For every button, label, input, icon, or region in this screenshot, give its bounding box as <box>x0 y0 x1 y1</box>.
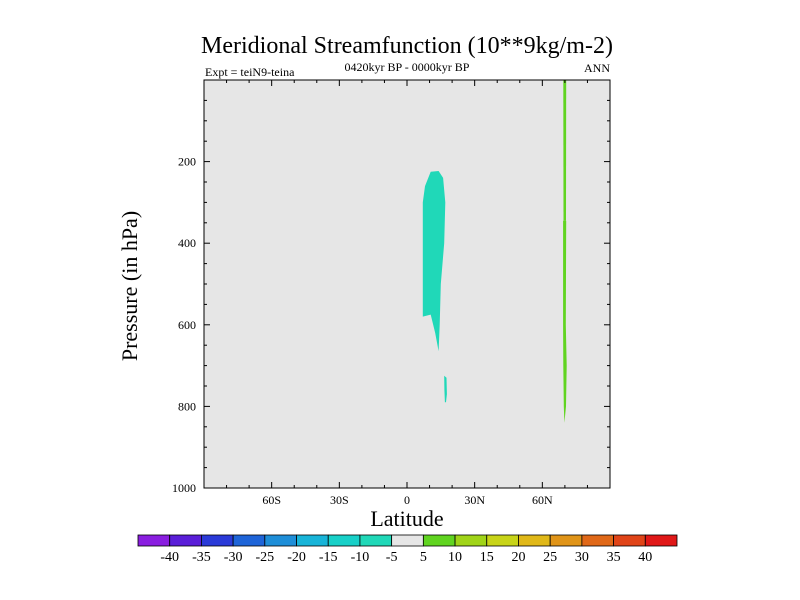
y-tick-label: 200 <box>178 155 196 169</box>
colorbar-label: 5 <box>420 550 427 565</box>
y-tick-label: 400 <box>178 236 196 250</box>
colorbar-swatch <box>549 534 583 547</box>
plot-area: 60S 30S 0 30N 60N 200 400 600 800 1000 <box>172 79 611 507</box>
contour-negative-cell-main <box>422 171 446 352</box>
plot-background <box>204 80 610 488</box>
colorbar-label: -15 <box>319 550 338 565</box>
x-tick-label: 60S <box>262 493 281 507</box>
season-annotation: ANN <box>584 61 610 75</box>
colorbar-swatch <box>169 534 202 547</box>
x-tick-label: 60N <box>532 493 553 507</box>
colorbar-label: 25 <box>543 550 557 565</box>
experiment-annotation: Expt = teiN9-teina <box>205 65 295 79</box>
colorbar-swatch <box>232 534 266 547</box>
colorbar-swatch <box>201 534 234 547</box>
x-axis-label: Latitude <box>370 506 443 531</box>
chart-title: Meridional Streamfunction (10**9kg/m-2) <box>201 33 613 59</box>
y-axis-label: Pressure (in hPa) <box>117 211 142 361</box>
x-tick-label: 30S <box>330 493 349 507</box>
colorbar-swatch <box>296 534 329 547</box>
colorbar-swatch <box>613 534 646 547</box>
y-tick-label: 800 <box>178 399 196 413</box>
contour-positive-strip-lower <box>563 220 567 423</box>
colorbar-swatch <box>644 534 678 547</box>
colorbar-label: -5 <box>386 550 398 565</box>
colorbar-label: 40 <box>638 550 652 565</box>
colorbar-label: 35 <box>607 550 621 565</box>
colorbar-label: 10 <box>448 550 462 565</box>
x-tick-label: 30N <box>464 493 485 507</box>
colorbar-label: -25 <box>255 550 274 565</box>
colorbar-label: -35 <box>192 550 211 565</box>
chart-subtitle: 0420kyr BP - 0000kyr BP <box>345 60 470 74</box>
y-tick-label: 1000 <box>172 481 196 495</box>
colorbar-swatch <box>391 534 424 547</box>
colorbar-swatch <box>359 534 393 547</box>
x-tick-label: 0 <box>404 493 410 507</box>
colorbar-swatch <box>486 534 519 547</box>
y-tick-label: 600 <box>178 318 196 332</box>
colorbar-label: 20 <box>511 550 525 565</box>
contour-positive-strip-upper <box>563 80 567 221</box>
colorbar-swatch <box>454 534 488 547</box>
colorbar-label: -30 <box>224 550 243 565</box>
contour-negative-cell-small <box>444 375 447 403</box>
colorbar-swatch <box>327 534 361 547</box>
colorbar-swatch <box>518 534 551 547</box>
colorbar-swatch <box>137 534 171 547</box>
colorbar-label: -20 <box>287 550 306 565</box>
colorbar-swatch <box>581 534 614 547</box>
colorbar-swatch <box>264 534 297 547</box>
colorbar-label: -10 <box>351 550 370 565</box>
colorbar-label: 30 <box>575 550 589 565</box>
colorbar-label: -40 <box>160 550 179 565</box>
colorbar-swatch <box>422 534 456 547</box>
colorbar-label: 15 <box>480 550 494 565</box>
colorbar: -40 -35 -30 -25 -20 -15 -10 -5 5 10 15 20 25 30 35 40 <box>137 534 678 565</box>
